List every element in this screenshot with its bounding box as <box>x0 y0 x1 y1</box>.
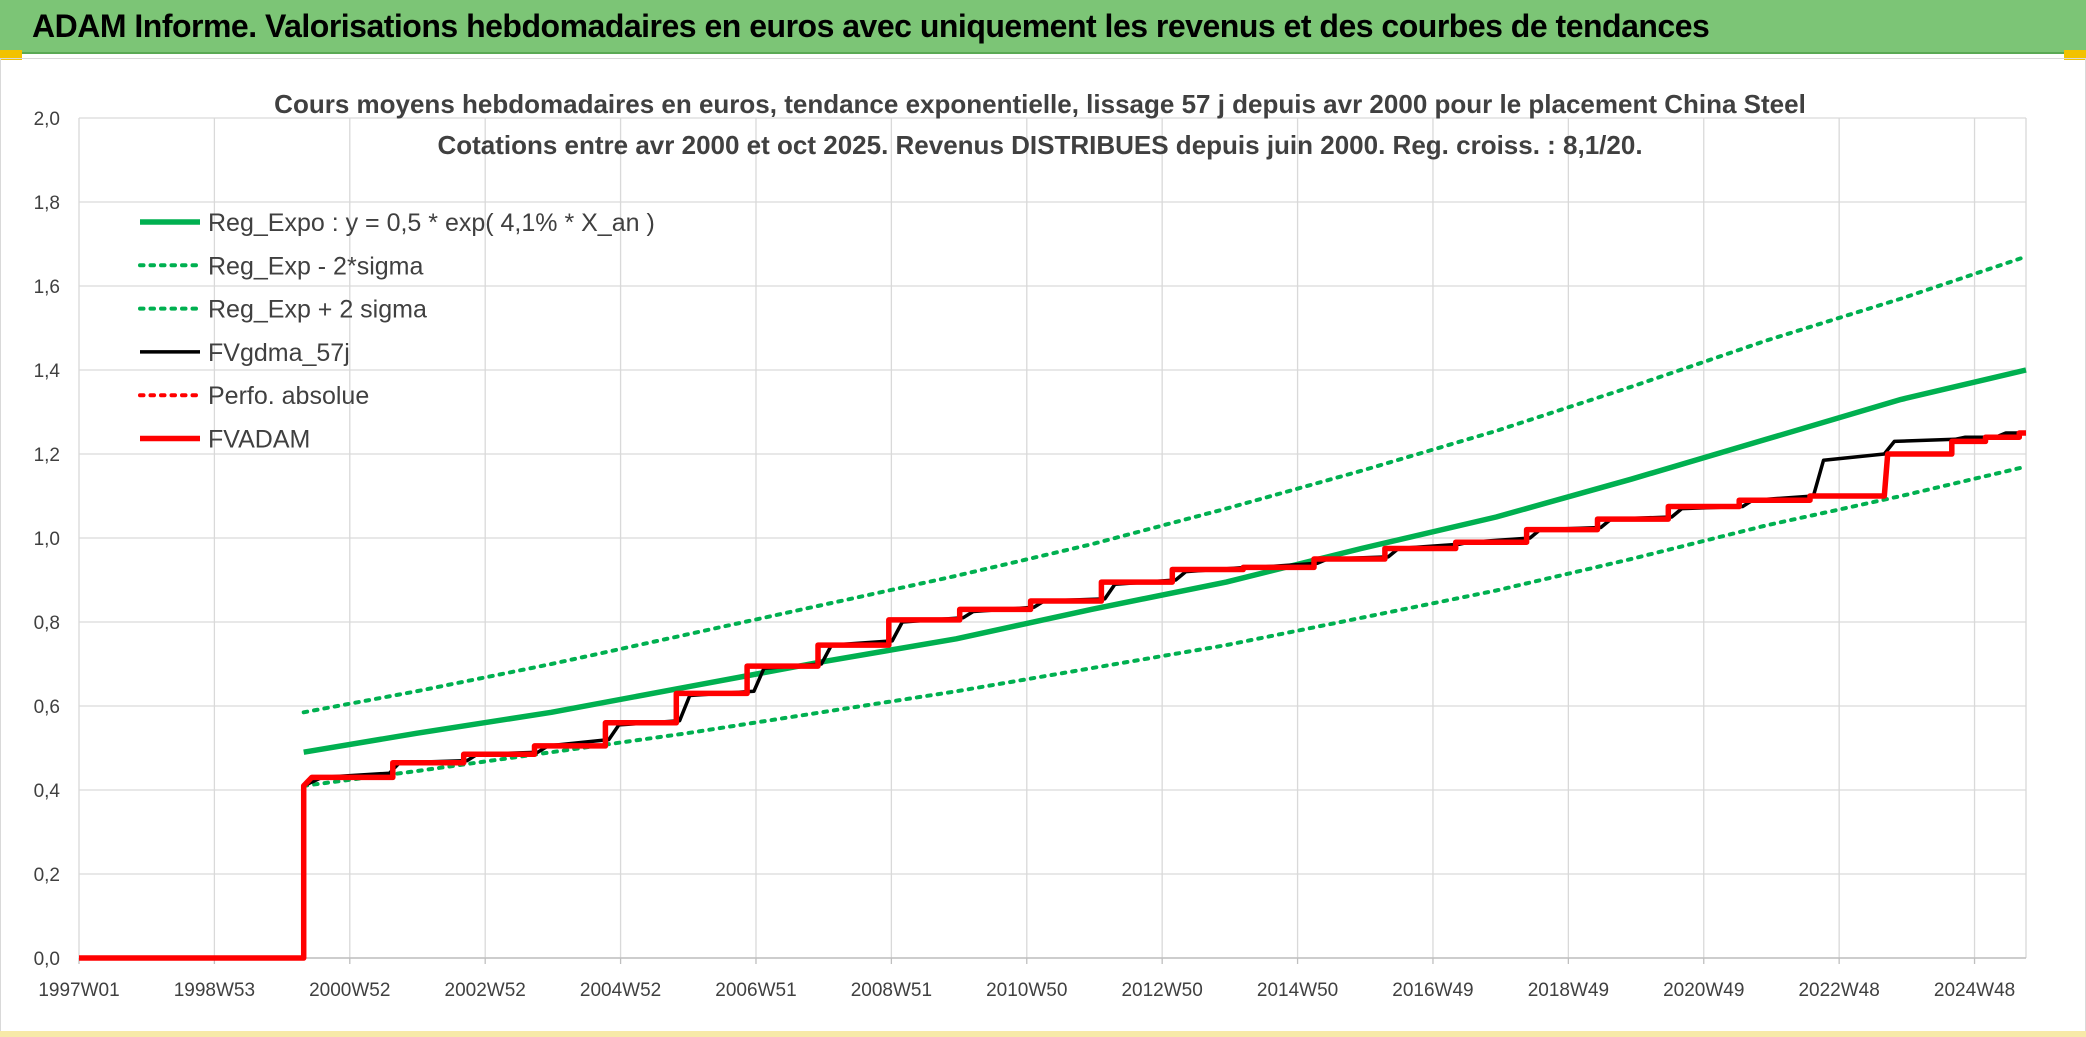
legend-label-1: Reg_Exp - 2*sigma <box>208 252 423 280</box>
y-tick-label: 0,0 <box>34 949 60 970</box>
y-tick-label: 1,0 <box>34 529 60 550</box>
y-tick-label: 0,8 <box>34 613 60 634</box>
x-tick-label: 2020W49 <box>1663 980 1744 1001</box>
series-line-2 <box>301 254 2028 715</box>
gridlines <box>78 117 2027 959</box>
y-tick-label: 0,6 <box>34 697 60 718</box>
x-tick-label: 1997W01 <box>38 980 119 1001</box>
y-tick-label: 0,4 <box>34 781 61 802</box>
bottom-strip <box>0 1031 2086 1037</box>
chart-title: Cours moyens hebdomadaires en euros, ten… <box>274 89 1806 119</box>
y-tick-label: 1,6 <box>34 277 60 298</box>
x-tick-label: 2024W48 <box>1934 980 2015 1001</box>
legend-label-3: FVgdma_57j <box>208 339 350 367</box>
report-title: ADAM Informe. Valorisations hebdomadaire… <box>32 8 1710 44</box>
legend-label-0: Reg_Expo : y = 0,5 * exp( 4,1% * X_an ) <box>208 209 655 237</box>
series-line-3 <box>79 431 2026 960</box>
legend-label-2: Reg_Exp + 2 sigma <box>208 296 427 324</box>
axes: 0,0 0,2 0,4 0,6 0,8 1,0 1,2 1,4 1,6 1,8 2,0 1997W01… <box>34 109 2026 1001</box>
y-tick-label: 2,0 <box>34 109 60 130</box>
corner-mark-left <box>0 50 22 60</box>
x-tick-label: 2010W50 <box>986 980 1067 1001</box>
x-tick-label: 2000W52 <box>309 980 390 1001</box>
x-tick-label: 1998W53 <box>174 980 255 1001</box>
y-tick-label: 1,4 <box>34 361 61 382</box>
x-tick-label: 2014W50 <box>1257 980 1338 1001</box>
series-layer <box>79 254 2028 961</box>
y-tick-label: 0,2 <box>34 865 60 886</box>
y-tick-label: 1,8 <box>34 193 60 214</box>
x-tick-label: 2018W49 <box>1528 980 1609 1001</box>
x-tick-label: 2016W49 <box>1392 980 1473 1001</box>
report-banner: ADAM Informe. Valorisations hebdomadaire… <box>0 0 2086 54</box>
series-line-1 <box>301 464 2028 788</box>
corner-mark-right <box>2064 50 2086 60</box>
series-line-5 <box>79 430 2026 961</box>
chart-legend: Reg_Expo : y = 0,5 * exp( 4,1% * X_an ) R… <box>138 209 655 454</box>
series-line-0 <box>303 367 2027 755</box>
x-tick-label: 2008W51 <box>851 980 932 1001</box>
y-tick-label: 1,2 <box>34 445 60 466</box>
legend-label-4: Perfo. absolue <box>208 382 369 410</box>
chart-subtitle: Cotations entre avr 2000 et oct 2025. Re… <box>437 130 1642 160</box>
x-tick-label: 2006W51 <box>715 980 796 1001</box>
x-tick-label: 2004W52 <box>580 980 661 1001</box>
x-tick-label: 2022W48 <box>1798 980 1879 1001</box>
legend-label-5: FVADAM <box>208 426 310 454</box>
x-tick-label: 2012W50 <box>1121 980 1202 1001</box>
x-tick-label: 2002W52 <box>445 980 526 1001</box>
